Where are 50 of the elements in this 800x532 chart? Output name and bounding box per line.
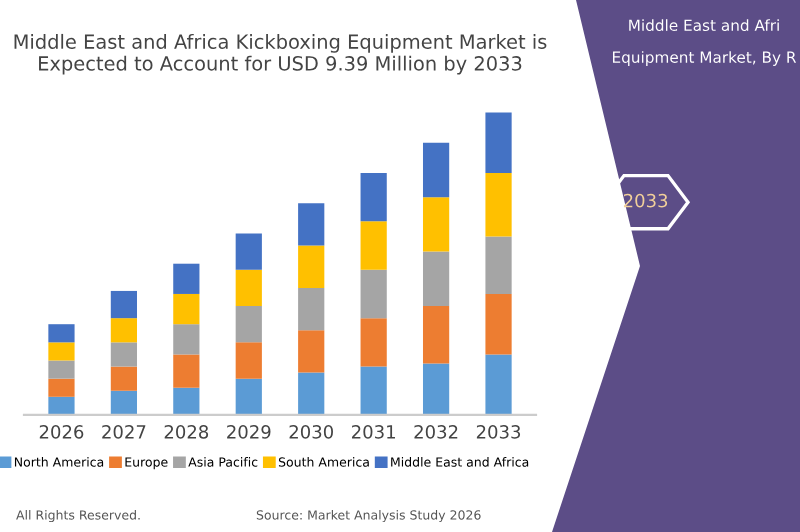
bar	[173, 263, 200, 294]
bar	[485, 112, 512, 173]
bar	[485, 354, 512, 415]
bar	[298, 372, 325, 415]
x-tick-label: 2029	[227, 425, 271, 439]
bar	[485, 236, 512, 294]
bar	[422, 306, 450, 364]
bar	[360, 269, 387, 319]
bar	[48, 396, 75, 415]
bar	[422, 197, 450, 252]
bar	[110, 318, 138, 343]
x-tick-label: 2033	[476, 425, 521, 439]
bar	[110, 290, 138, 319]
x-tick-label: 2027	[102, 425, 146, 439]
bar	[48, 342, 75, 361]
x-tick-label: 2032	[414, 425, 458, 439]
bar	[110, 366, 138, 391]
bar	[235, 378, 262, 415]
bar	[360, 221, 387, 270]
bar	[485, 172, 512, 237]
bar	[360, 318, 387, 367]
bar	[173, 293, 200, 325]
bar	[110, 342, 138, 367]
bar	[360, 172, 387, 222]
bar	[422, 251, 450, 307]
x-tick-label: 2030	[289, 425, 333, 439]
bar	[235, 269, 262, 307]
bar	[235, 233, 262, 270]
bar	[48, 378, 75, 397]
bar	[235, 342, 262, 379]
bar	[298, 287, 325, 331]
x-tick-label: 2026	[39, 425, 84, 439]
bar	[110, 390, 138, 415]
bar	[298, 330, 325, 373]
bar	[422, 142, 450, 198]
bar	[173, 354, 200, 388]
bar	[485, 293, 512, 355]
text: 2033	[623, 193, 668, 208]
bar	[235, 306, 262, 343]
chart-title: Middle East and Africa Kickboxing Equipment Market is Expected to Account for USD 9.39 Million by 2033	[14, 33, 547, 75]
bar	[298, 203, 325, 246]
x-tick-label: 2028	[164, 425, 209, 439]
bar	[173, 324, 200, 355]
bar	[173, 387, 200, 415]
bar	[48, 360, 75, 379]
bar	[422, 363, 450, 415]
x-tick-label: 2031	[352, 425, 395, 439]
bar	[48, 324, 75, 343]
bar	[360, 366, 387, 415]
bar	[298, 245, 325, 288]
